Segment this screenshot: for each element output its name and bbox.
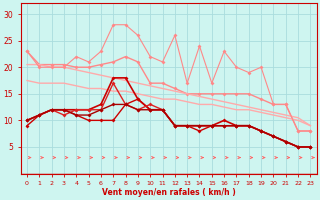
X-axis label: Vent moyen/en rafales ( km/h ): Vent moyen/en rafales ( km/h ) <box>102 188 236 197</box>
